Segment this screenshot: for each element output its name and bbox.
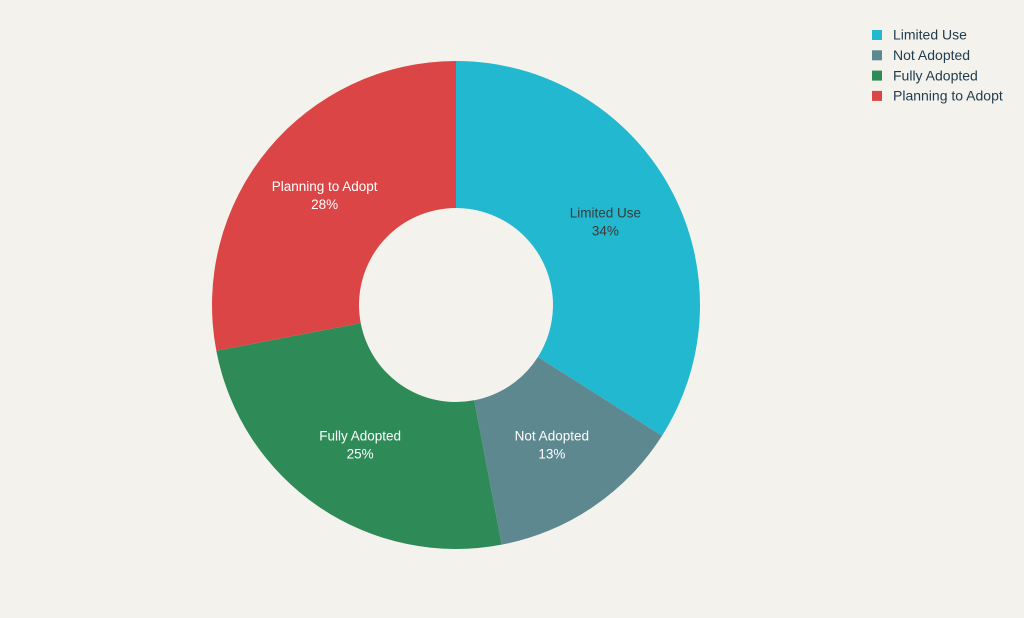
slice-label: Not Adopted xyxy=(515,429,589,444)
slice xyxy=(211,61,456,351)
slice-value: 28% xyxy=(311,197,338,212)
slice-value: 25% xyxy=(347,447,374,462)
slice xyxy=(216,323,502,550)
legend-swatch xyxy=(872,50,882,61)
slice-label: Fully Adopted xyxy=(319,429,401,444)
legend-swatch xyxy=(872,90,882,101)
slice-label: Planning to Adopt xyxy=(272,179,378,194)
legend-label: Fully Adopted xyxy=(893,67,978,83)
legend-label: Planning to Adopt xyxy=(893,88,1003,104)
slice-value: 34% xyxy=(592,223,619,238)
slice xyxy=(474,356,663,545)
slice xyxy=(456,61,700,436)
slice-label: Limited Use xyxy=(570,205,641,220)
legend-label: Not Adopted xyxy=(893,47,970,63)
slice-value: 13% xyxy=(538,447,565,462)
legend-label: Limited Use xyxy=(893,27,967,43)
legend-swatch xyxy=(872,30,882,40)
legend-swatch xyxy=(872,70,882,81)
